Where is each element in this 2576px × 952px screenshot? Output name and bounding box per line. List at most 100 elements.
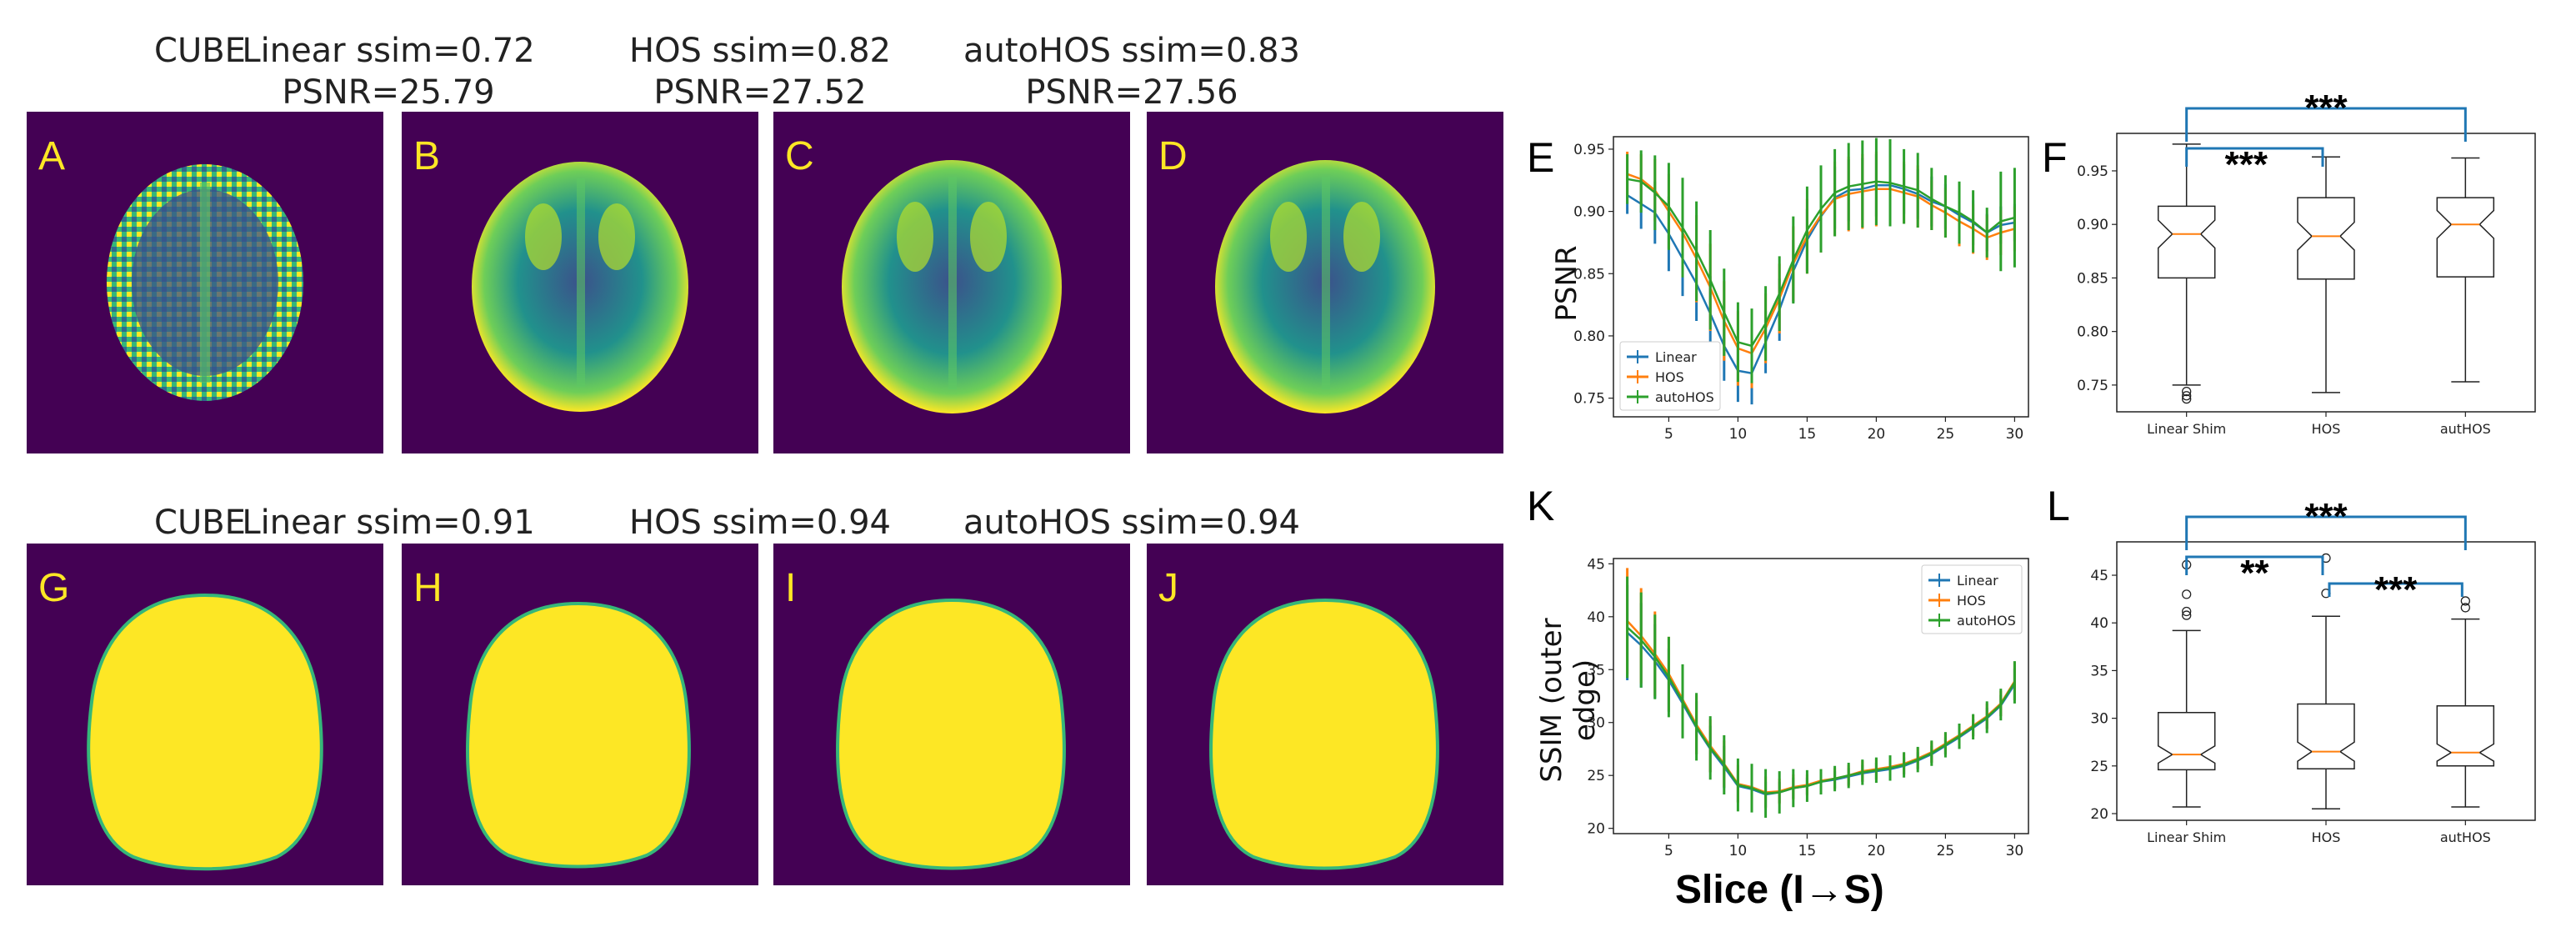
series-line (1626, 626, 2016, 795)
panel-d-image: D (1147, 112, 1503, 453)
y-tick-label: 0.95 (2077, 163, 2108, 180)
panel-j-title: autoHOS ssim=0.94 (963, 504, 1301, 542)
x-tick-label: 30 (2006, 426, 2024, 443)
panel-letter-c: C (785, 134, 814, 178)
x-tick-label: autHOS (2440, 421, 2491, 437)
bracket-line (2185, 555, 2324, 575)
x-tick-label: 30 (2006, 843, 2024, 859)
x-tick-label: HOS (2312, 421, 2341, 437)
panel-i-image: I (773, 544, 1130, 885)
y-tick-label: 35 (1587, 662, 1605, 679)
box-0 (2157, 143, 2216, 404)
panel-h-image: H (402, 544, 758, 885)
bracket-line (2185, 147, 2324, 167)
x-tick-label: 20 (1868, 843, 1886, 859)
series-autohos (1626, 138, 2016, 383)
brain-mask-autohos (1209, 598, 1439, 870)
legend-label: autoHOS (1655, 389, 1714, 405)
y-tick-label: 40 (2090, 615, 2108, 632)
legend-label: Linear (1655, 349, 1697, 365)
chart-letter-e: E (1527, 134, 1555, 181)
brain-mask-cube (87, 593, 323, 871)
x-tick-label: 10 (1729, 426, 1748, 443)
y-tick-label: 25 (2090, 759, 2108, 775)
brain-slice-autohos (1215, 160, 1435, 413)
panel-i-title: HOS ssim=0.94 (628, 504, 891, 542)
outlier (2182, 393, 2192, 404)
panel-h-title: Linear ssim=0.91 (242, 504, 535, 542)
bracket-line (2185, 515, 2467, 550)
y-tick-label: 0.75 (1573, 391, 1605, 408)
y-tick-label: 0.95 (1573, 142, 1605, 158)
chart-letter-f: F (2042, 134, 2068, 181)
outlier (2182, 391, 2192, 401)
significance-bracket: *** (2328, 569, 2463, 610)
axes-frame (1613, 136, 2029, 418)
y-tick-label: 20 (1587, 821, 1605, 838)
legend: Linear HOS autoHOS (1921, 564, 2023, 634)
chart-letter-k: K (1527, 483, 1555, 529)
box-1 (2297, 156, 2355, 393)
y-tick-label: 0.90 (1573, 204, 1605, 221)
panel-g-title: CUBE (154, 504, 246, 542)
brain-mask-hos (836, 598, 1066, 870)
y-tick-label: 0.75 (2077, 378, 2108, 394)
significance-bracket: *** (2185, 88, 2467, 142)
brain-mask-linear (466, 601, 691, 869)
x-tick-label: 15 (1798, 426, 1817, 443)
bracket-line (2328, 582, 2463, 597)
y-tick-label: 20 (2090, 806, 2108, 823)
significance-bracket: *** (2185, 496, 2467, 550)
y-tick-label: 35 (2090, 663, 2108, 679)
x-tick-label: 25 (1937, 843, 1955, 859)
y-tick-label: 0.85 (1573, 266, 1605, 283)
panel-letter-h: H (413, 566, 443, 610)
bracket-line (2185, 107, 2467, 142)
notched-box (2157, 711, 2216, 771)
significance-label: *** (2304, 496, 2348, 537)
panel-j-image: J (1147, 544, 1503, 885)
brain-slice-linear (472, 162, 688, 412)
chart-letter-l: L (2047, 483, 2070, 529)
x-tick-label: 25 (1937, 426, 1955, 443)
chart-f-psnr-box: 0.75 0.80 0.85 0.90 0.95 Linear Shim HOS autHOS… (2077, 88, 2536, 437)
y-tick-label: 30 (2090, 711, 2108, 728)
y-tick-label: 40 (1587, 609, 1605, 626)
panel-b-image: B (402, 112, 758, 453)
x-tick-label: autHOS (2440, 829, 2491, 845)
significance-bracket: ** (2185, 553, 2324, 594)
panel-a-title: CUBE (154, 32, 246, 70)
x-tick-label: 10 (1729, 843, 1748, 859)
y-tick-label: 0.90 (2077, 217, 2108, 233)
y-tick-label: 0.85 (2077, 270, 2108, 287)
brain-slice-cube (107, 164, 303, 401)
notched-box (2436, 704, 2495, 767)
shared-xlabel: Slice (I→S) (1675, 868, 1884, 912)
outlier (2182, 610, 2192, 620)
box-2 (2436, 157, 2495, 383)
panel-letter-a: A (38, 134, 66, 178)
legend-label: autoHOS (1957, 613, 2016, 629)
panel-g-image: G (27, 544, 383, 885)
notched-box (2157, 205, 2216, 279)
significance-bracket: *** (2185, 144, 2324, 185)
y-tick-label: 25 (1587, 768, 1605, 784)
x-tick-label: 15 (1798, 843, 1817, 859)
axes-frame (1613, 558, 2029, 834)
panel-letter-j: J (1158, 566, 1178, 610)
y-tick-label: 0.80 (2077, 324, 2108, 341)
box-0 (2157, 559, 2216, 808)
panel-c-image: C (773, 112, 1130, 453)
y-tick-label: 30 (1587, 715, 1605, 732)
panel-d-title: autoHOS ssim=0.83 PSNR=27.56 (963, 32, 1301, 112)
x-tick-label: HOS (2312, 829, 2341, 845)
y-tick-label: 45 (2090, 568, 2108, 584)
outlier (2182, 386, 2192, 397)
box-2 (2436, 596, 2495, 808)
panel-letter-i: I (785, 566, 797, 610)
x-tick-label: 5 (1664, 426, 1673, 443)
x-tick-label: Linear Shim (2147, 421, 2226, 437)
legend-box (1619, 341, 1721, 411)
x-tick-label: 5 (1664, 843, 1673, 859)
